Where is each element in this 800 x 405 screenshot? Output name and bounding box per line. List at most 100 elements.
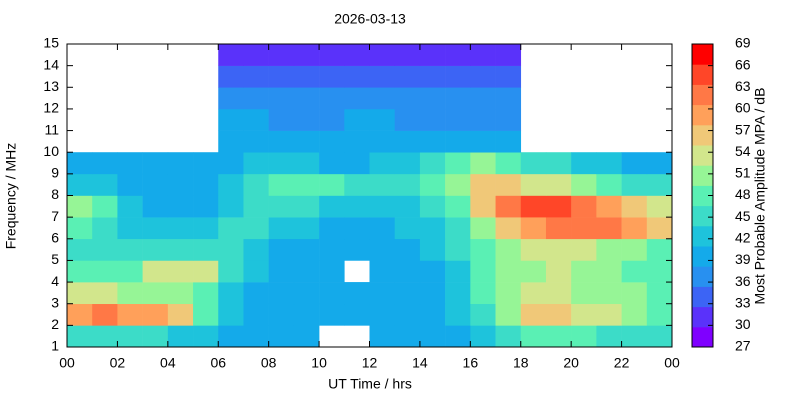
heat-cell [293, 87, 320, 110]
colorbar-tick-label: 42 [735, 229, 751, 245]
heat-cell [419, 238, 446, 261]
colorbar-tick-label: 30 [735, 316, 751, 332]
heat-cell [218, 238, 244, 261]
heat-cell [167, 282, 194, 305]
heat-cell [520, 303, 547, 326]
heat-cell [142, 238, 169, 261]
heat-cell [394, 238, 421, 261]
heat-cell [167, 238, 194, 261]
heat-cell [621, 195, 648, 218]
heat-cell [470, 325, 496, 348]
heat-cell [545, 217, 572, 240]
heat-cell [243, 108, 269, 131]
heat-cell [621, 303, 648, 326]
heat-cell [596, 303, 622, 326]
heat-cell [445, 325, 471, 348]
heat-cell [596, 260, 622, 283]
x-tick-label: 16 [463, 355, 479, 371]
y-tick-label: 1 [51, 338, 59, 354]
heat-cell [470, 87, 496, 110]
heat-cell [545, 282, 572, 305]
heat-cell [495, 87, 522, 110]
x-tick-label: 12 [362, 355, 378, 371]
heat-cell [193, 152, 219, 175]
heat-cell [117, 325, 143, 348]
heat-cell [193, 238, 219, 261]
heat-cell [646, 260, 673, 283]
heat-cell [470, 152, 496, 175]
x-tick-label: 08 [261, 355, 277, 371]
heat-cell [268, 152, 295, 175]
heat-cell [596, 282, 622, 305]
heat-cell [293, 260, 320, 283]
heat-cell [545, 238, 572, 261]
heat-cell [419, 130, 446, 153]
heat-cell [243, 152, 269, 175]
colorbar-band [692, 145, 713, 166]
heat-cell [344, 173, 370, 196]
y-tick-label: 3 [51, 294, 59, 310]
heat-cell [369, 282, 396, 305]
heat-cell [596, 325, 622, 348]
heat-cell [621, 173, 648, 196]
heat-cell [520, 282, 547, 305]
heat-cell [445, 65, 471, 88]
colorbar-band [692, 246, 713, 267]
heat-cell [293, 217, 320, 240]
heat-cell [394, 130, 421, 153]
heat-cell [268, 108, 295, 131]
heat-cell [117, 195, 143, 218]
heat-cell [142, 195, 169, 218]
colorbar-tick-label: 57 [735, 121, 751, 137]
colorbar-band [692, 266, 713, 287]
heat-cell [394, 195, 421, 218]
heat-cell [445, 44, 471, 66]
colorbar-band [692, 44, 713, 65]
heat-cell [646, 325, 673, 348]
colorbar-tick-label: 39 [735, 251, 751, 267]
heat-cell [495, 217, 522, 240]
heat-cell [117, 152, 143, 175]
heat-cell [394, 217, 421, 240]
heat-cell [520, 173, 547, 196]
heat-cell [218, 44, 244, 66]
heat-cell [470, 195, 496, 218]
heat-cell [92, 325, 118, 348]
colorbar-tick-label: 54 [735, 143, 751, 159]
heat-cell [571, 195, 597, 218]
heat-cell [495, 238, 522, 261]
heat-cell [520, 325, 547, 348]
colorbar-band [692, 165, 713, 186]
chart-title: 2026-03-13 [334, 11, 406, 27]
heat-cell [268, 217, 295, 240]
heat-cell [495, 130, 522, 153]
heat-cell [495, 260, 522, 283]
heat-cell [268, 282, 295, 305]
heat-cell [445, 195, 471, 218]
heat-cell [293, 130, 320, 153]
heat-cell [142, 282, 169, 305]
heat-cell [419, 303, 446, 326]
colorbar-band [692, 326, 713, 348]
heat-cell [445, 87, 471, 110]
colorbar-tick-label: 48 [735, 186, 751, 202]
heat-cell [571, 282, 597, 305]
colorbar-tick-label: 36 [735, 273, 751, 289]
y-tick-label: 12 [43, 100, 59, 116]
heat-cell [419, 44, 446, 66]
heat-cell [495, 173, 522, 196]
heat-cell [621, 238, 648, 261]
heat-cell [344, 130, 370, 153]
heat-cell [218, 152, 244, 175]
heat-cell [319, 87, 345, 110]
colorbar-band [692, 64, 713, 85]
x-tick-label: 00 [59, 355, 75, 371]
heat-cell [319, 108, 345, 131]
heat-cell [419, 217, 446, 240]
heat-cell [394, 303, 421, 326]
heat-cell [293, 65, 320, 88]
heat-cell [495, 303, 522, 326]
heat-cell [596, 173, 622, 196]
y-tick-label: 11 [44, 121, 59, 137]
y-tick-label: 8 [51, 186, 59, 202]
